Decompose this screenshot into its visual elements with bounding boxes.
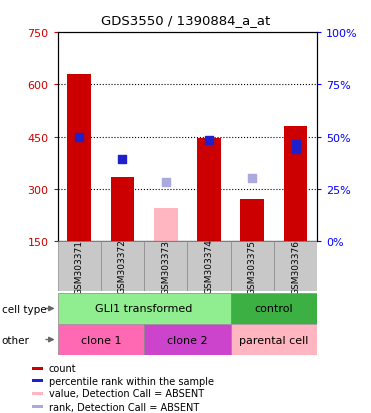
Bar (231, 293, 317, 324)
Text: GSM303374: GSM303374 (204, 239, 213, 294)
Bar (187, 242, 231, 291)
Bar (111, 177, 134, 242)
Point (249, 176, 255, 183)
Bar (144, 242, 187, 291)
Text: clone 2: clone 2 (167, 335, 208, 345)
Bar (231, 324, 317, 355)
Text: value, Detection Call = ABSENT: value, Detection Call = ABSENT (49, 388, 204, 398)
Bar (284, 127, 308, 242)
Point (163, 179, 169, 186)
Bar (101, 242, 144, 291)
Bar (240, 200, 264, 242)
Text: GSM303372: GSM303372 (118, 239, 127, 294)
Text: clone 1: clone 1 (81, 335, 121, 345)
Bar (32, 367, 43, 370)
Point (293, 146, 299, 153)
Point (76, 134, 82, 140)
Text: control: control (255, 304, 293, 314)
Text: count: count (49, 363, 76, 373)
Text: GSM303376: GSM303376 (291, 239, 300, 294)
Bar (154, 209, 178, 242)
Bar (32, 405, 43, 408)
Bar (58, 293, 231, 324)
Text: GSM303371: GSM303371 (75, 239, 83, 294)
Text: GDS3550 / 1390884_a_at: GDS3550 / 1390884_a_at (101, 14, 270, 27)
Bar (144, 324, 231, 355)
Point (206, 138, 212, 144)
Text: GLI1 transformed: GLI1 transformed (95, 304, 193, 314)
Bar (231, 242, 274, 291)
Text: GSM303373: GSM303373 (161, 239, 170, 294)
Point (119, 157, 125, 163)
Text: other: other (2, 335, 30, 345)
Bar (32, 379, 43, 382)
Bar (32, 392, 43, 394)
Text: percentile rank within the sample: percentile rank within the sample (49, 376, 214, 386)
Bar (197, 139, 221, 242)
Text: GSM303375: GSM303375 (248, 239, 257, 294)
Bar (58, 324, 144, 355)
Text: rank, Detection Call = ABSENT: rank, Detection Call = ABSENT (49, 401, 199, 411)
Bar (67, 75, 91, 242)
Text: cell type: cell type (2, 304, 46, 314)
Point (293, 141, 299, 147)
Bar (274, 242, 317, 291)
Bar (58, 242, 101, 291)
Text: parental cell: parental cell (239, 335, 309, 345)
